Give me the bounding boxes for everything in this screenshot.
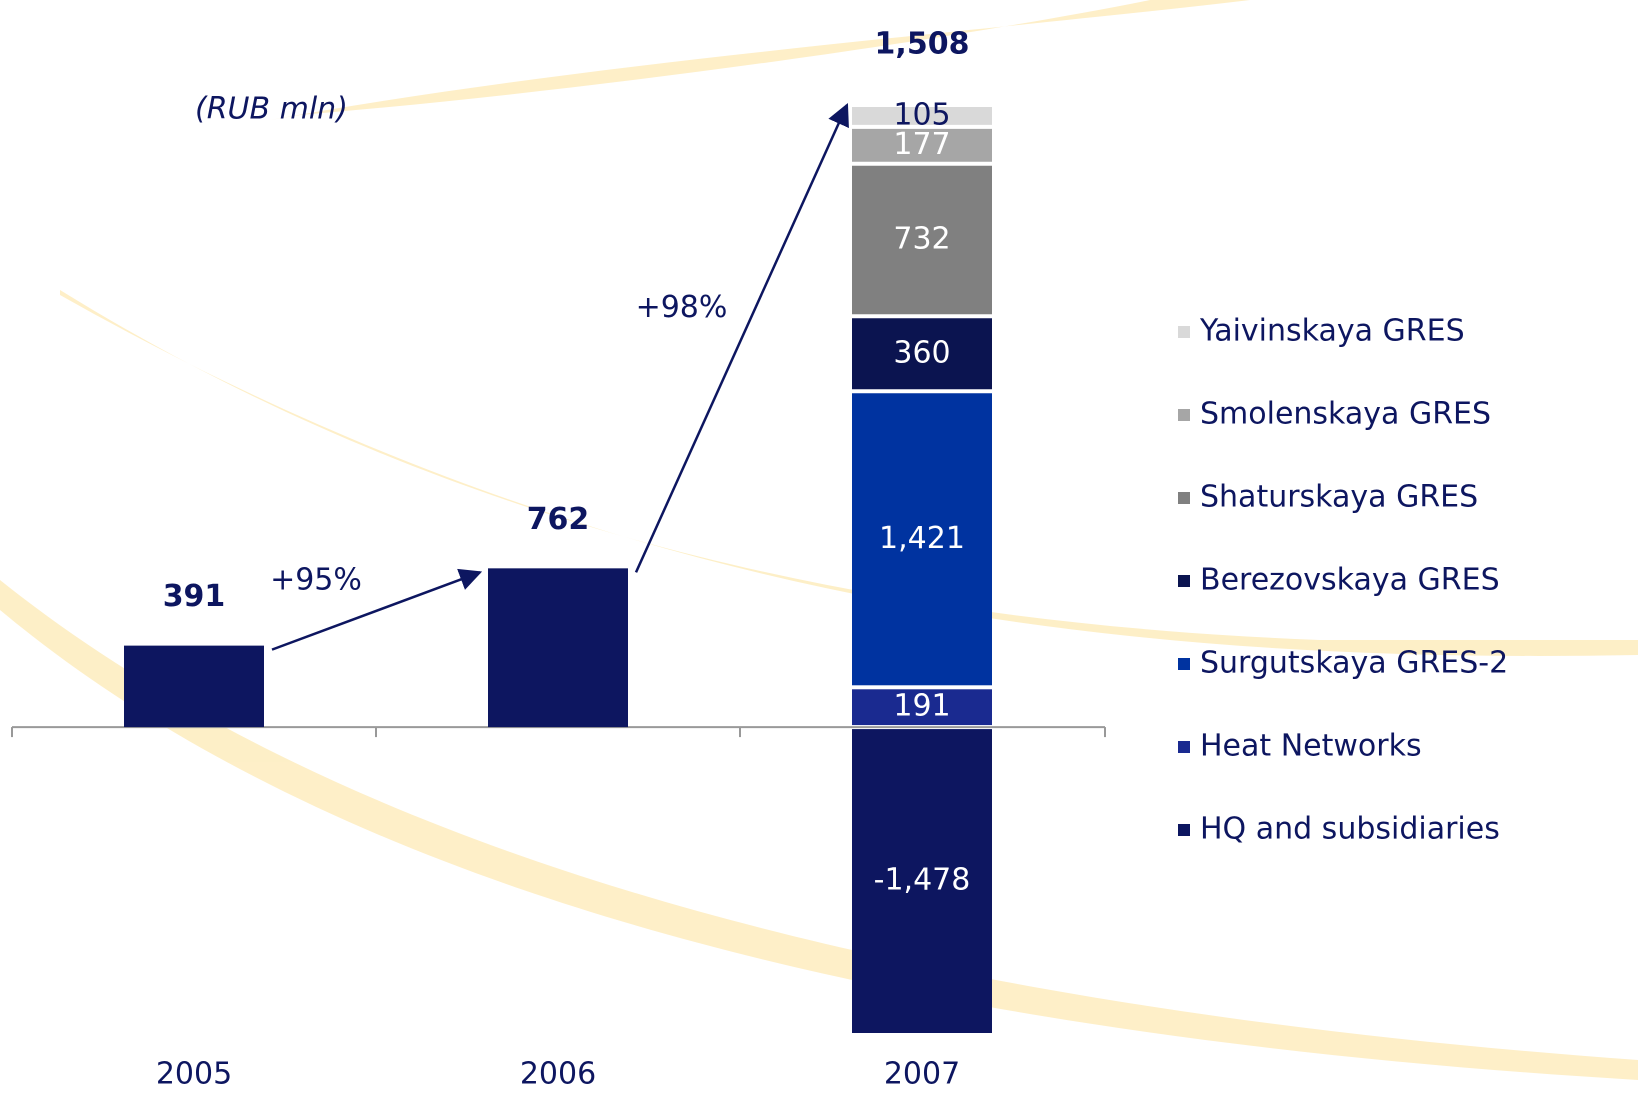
growth-label: +98% xyxy=(636,290,728,325)
legend-label: Shaturskaya GRES xyxy=(1200,480,1478,515)
legend-swatch xyxy=(1178,658,1190,670)
legend-swatch xyxy=(1178,741,1190,753)
total-label: 1,508 xyxy=(875,27,970,62)
growth-label: +95% xyxy=(270,562,362,597)
legend-swatch xyxy=(1178,575,1190,587)
bar xyxy=(488,568,628,727)
legend-swatch xyxy=(1178,326,1190,338)
data-label: 732 xyxy=(893,222,950,257)
unit-note: (RUB mln) xyxy=(195,92,348,127)
x-tick-label: 2006 xyxy=(520,1057,596,1092)
x-tick-label: 2005 xyxy=(156,1057,232,1092)
legend-swatch xyxy=(1178,409,1190,421)
legend-label: Surgutskaya GRES-2 xyxy=(1200,646,1508,681)
legend-label: Smolenskaya GRES xyxy=(1200,397,1491,432)
data-label: 105 xyxy=(893,97,950,132)
x-tick-label: 2007 xyxy=(884,1057,960,1092)
data-label: 1,421 xyxy=(879,521,965,556)
legend-label: Yaivinskaya GRES xyxy=(1199,314,1465,349)
growth-arrow xyxy=(636,105,847,572)
bar xyxy=(124,646,264,727)
page: (RUB mln) 2005 391 2006 762 2007 -1,478 191 1,4… xyxy=(0,0,1638,1120)
data-label: 360 xyxy=(893,335,950,370)
background-swooshes xyxy=(0,0,1638,1080)
legend-swatch xyxy=(1178,824,1190,836)
data-label: -1,478 xyxy=(874,863,971,898)
total-label: 762 xyxy=(527,502,590,537)
data-label: 191 xyxy=(893,689,950,724)
total-label: 391 xyxy=(163,579,226,614)
legend-label: Heat Networks xyxy=(1200,729,1422,764)
legend-swatch xyxy=(1178,492,1190,504)
legend-label: HQ and subsidiaries xyxy=(1200,812,1500,847)
chart: (RUB mln) 2005 391 2006 762 2007 -1,478 191 1,4… xyxy=(0,0,1638,1116)
legend-label: Berezovskaya GRES xyxy=(1200,563,1500,598)
